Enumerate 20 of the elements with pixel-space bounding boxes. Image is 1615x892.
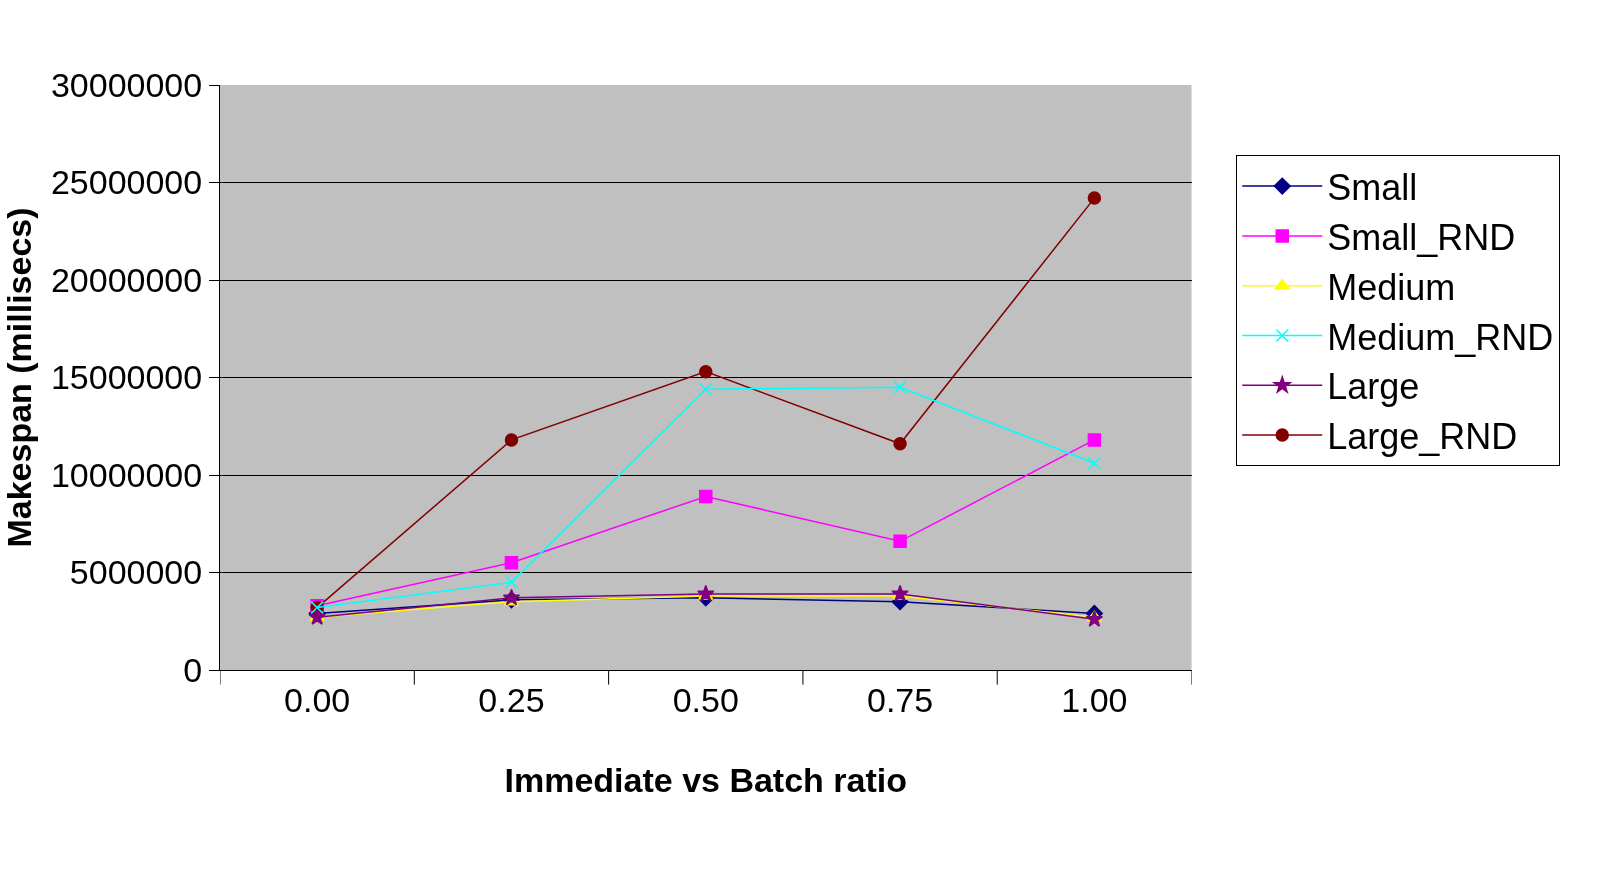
y-tick-label: 20000000 xyxy=(50,260,203,299)
y-tick-label: 25000000 xyxy=(50,163,203,202)
x-tick-label: 0.25 xyxy=(478,680,545,719)
legend-label: Small_RND xyxy=(1327,216,1516,258)
y-axis-title: Makespan (millisecs) xyxy=(0,207,38,548)
y-tick-label: 10000000 xyxy=(50,455,203,494)
x-tick-label: 0.50 xyxy=(672,680,739,719)
legend-label: Medium_RND xyxy=(1327,316,1554,358)
y-tick-label: 15000000 xyxy=(50,358,203,397)
x-axis-title: Immediate vs Batch ratio xyxy=(504,761,908,800)
x-tick-label: 0.00 xyxy=(284,680,351,719)
legend-label: Small xyxy=(1327,167,1418,209)
x-tick-label: 1.00 xyxy=(1061,680,1128,719)
y-tick-label: 30000000 xyxy=(50,65,203,104)
y-tick-label: 5000000 xyxy=(69,553,203,592)
legend-label: Large xyxy=(1327,366,1420,408)
y-tick-label: 0 xyxy=(183,650,203,689)
x-tick-label: 0.75 xyxy=(866,680,934,719)
legend-label: Large_RND xyxy=(1327,416,1518,458)
legend-label: Medium xyxy=(1327,266,1456,308)
